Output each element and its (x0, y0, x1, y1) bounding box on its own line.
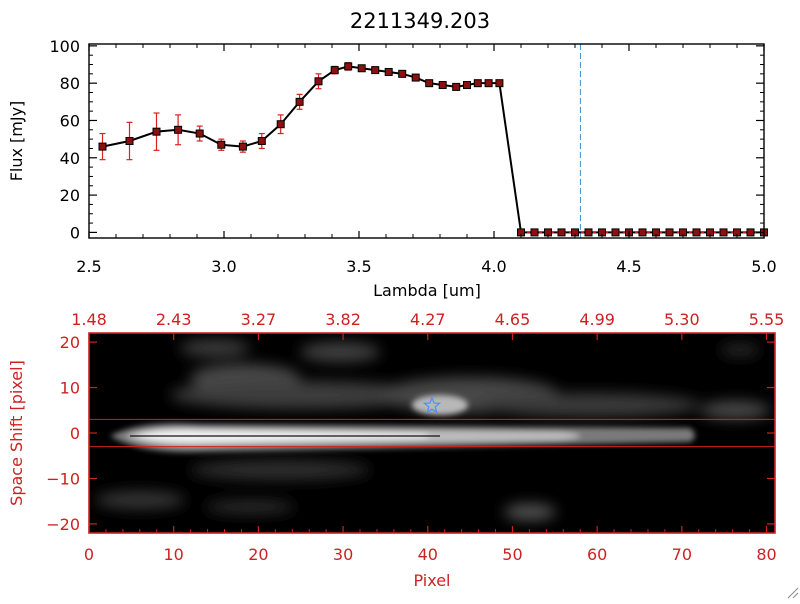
y-tick-label: 20 (60, 186, 80, 205)
top-tick-label: 3.82 (325, 310, 361, 329)
x-tick-label: 20 (248, 545, 268, 564)
data-point (398, 69, 407, 78)
image-x-axis-label: Pixel (413, 571, 450, 590)
image-top-wavelength-ticks: 1.48 2.43 3.27 3.82 4.27 4.65 4.99 5.30 5.55 (71, 310, 784, 340)
data-point (473, 79, 482, 88)
image-y-axis-label: Space Shift [pixel] (7, 360, 26, 506)
spectral-trace (110, 395, 695, 453)
top-tick-label: 3.27 (241, 310, 277, 329)
y-tick-label: 80 (60, 74, 80, 93)
data-point (330, 66, 339, 75)
x-tick-label: 30 (333, 545, 353, 564)
data-point (125, 137, 134, 145)
spectrum-x-ticks: 2.5 3.0 3.5 4.0 4.5 5.0 (76, 44, 777, 276)
source-star-marker (422, 396, 442, 414)
data-point (611, 228, 620, 237)
x-tick-label: 60 (587, 545, 607, 564)
x-tick-label: 5.0 (751, 257, 776, 276)
top-tick-label: 4.99 (579, 310, 615, 329)
data-point (484, 79, 493, 88)
data-point (174, 125, 183, 134)
x-tick-label: 2.5 (76, 257, 101, 276)
top-tick-label: 2.43 (156, 310, 192, 329)
data-point (719, 228, 728, 237)
data-point (425, 79, 434, 88)
data-point (638, 228, 647, 237)
data-point (371, 66, 380, 75)
image-y-ticks: −20 −10 0 10 20 (46, 333, 775, 534)
data-point (692, 228, 701, 237)
data-point (295, 97, 304, 106)
spectrum-y-axis-label: Flux [mJy] (7, 101, 26, 182)
top-tick-label: 1.48 (71, 310, 107, 329)
top-tick-label: 5.55 (749, 310, 785, 329)
x-tick-label: 3.0 (211, 257, 236, 276)
data-point (463, 81, 471, 90)
data-point (665, 228, 674, 237)
top-tick-label: 4.65 (495, 310, 531, 329)
data-point (238, 142, 247, 151)
spectrum-plot-frame (88, 43, 765, 239)
data-point (384, 67, 393, 76)
spectrum-panel: 2211349.203 2.5 3.0 3.5 4.0 4.5 5.0 0 20 40 60 80… (7, 9, 777, 300)
top-tick-label: 5.30 (664, 310, 700, 329)
data-point (411, 73, 420, 82)
x-tick-label: 4.5 (616, 257, 641, 276)
y-tick-label: 0 (70, 223, 80, 242)
y-tick-label: −10 (46, 469, 80, 488)
data-point (152, 127, 161, 136)
data-point (217, 140, 226, 149)
data-point (314, 77, 323, 86)
data-point (746, 228, 755, 237)
x-tick-label: 40 (418, 545, 438, 564)
y-tick-label: 20 (60, 333, 80, 352)
x-tick-label: 70 (672, 545, 692, 564)
spectral-image (89, 333, 775, 533)
y-tick-label: 0 (70, 424, 80, 443)
data-point (257, 137, 266, 145)
y-tick-label: 100 (49, 37, 80, 56)
x-tick-label: 3.5 (346, 257, 371, 276)
y-tick-label: 60 (60, 111, 80, 130)
data-point (344, 62, 353, 71)
data-point (530, 228, 539, 237)
spectrum-y-ticks: 0 20 40 60 80 100 (49, 37, 764, 242)
data-point (557, 228, 566, 237)
y-tick-label: −20 (46, 515, 80, 534)
x-tick-label: 4.0 (481, 257, 506, 276)
spectral-image-panel: 0 10 20 30 40 50 60 70 80 1.48 2.43 3.27 3.82 4.27 4.… (7, 310, 784, 590)
x-tick-label: 50 (502, 545, 522, 564)
spectrum-line (102, 65, 764, 234)
resize-grip-icon[interactable] (787, 587, 799, 599)
y-tick-label: 40 (60, 149, 80, 168)
data-point (438, 81, 447, 90)
data-point (452, 82, 461, 91)
data-point (495, 79, 504, 88)
image-x-ticks: 0 10 20 30 40 50 60 70 80 (84, 526, 777, 564)
top-tick-label: 4.27 (410, 310, 446, 329)
data-point (195, 129, 204, 138)
data-point (98, 142, 107, 151)
x-tick-label: 10 (164, 545, 184, 564)
data-point (357, 64, 366, 73)
data-point (584, 228, 593, 237)
chart-title: 2211349.203 (350, 9, 490, 33)
spectrum-series (98, 62, 768, 237)
x-tick-label: 0 (84, 545, 94, 564)
spectrum-x-axis-label: Lambda [um] (373, 281, 481, 300)
x-tick-label: 80 (756, 545, 776, 564)
y-tick-label: 10 (60, 379, 80, 398)
data-point (276, 120, 285, 129)
